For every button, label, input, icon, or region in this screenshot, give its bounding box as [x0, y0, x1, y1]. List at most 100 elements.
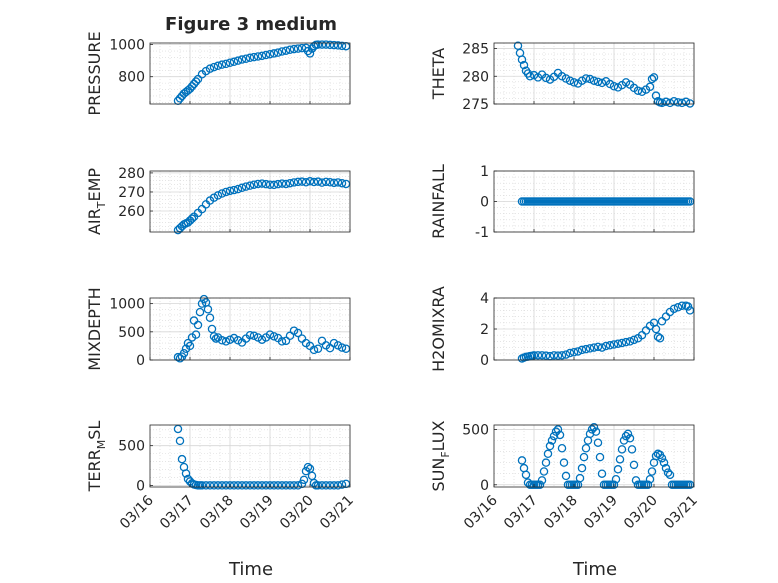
- axes-box: [149, 424, 351, 488]
- axes-box: [493, 424, 695, 488]
- data-point: [217, 481, 227, 490]
- data-point: [539, 467, 549, 476]
- subplot-3: 260 270 280 AIRTEMP: [85, 166, 351, 235]
- x-tick-label: 03/20: [277, 493, 317, 533]
- data-point: [285, 331, 295, 341]
- data-point: [337, 178, 347, 188]
- data-point: [519, 60, 529, 70]
- data-point: [525, 72, 535, 81]
- y-axis-label-main: SUN: [429, 458, 448, 492]
- data-point: [609, 480, 619, 490]
- y-tick-label: 280: [118, 166, 145, 182]
- data-point: [321, 481, 331, 490]
- data-point: [217, 189, 227, 198]
- data-point: [257, 179, 267, 188]
- y-tick-label: 0: [136, 478, 145, 494]
- data-point: [179, 348, 189, 358]
- data-point: [253, 179, 263, 189]
- data-point: [541, 73, 551, 83]
- data-point: [203, 305, 213, 314]
- data-point: [569, 78, 579, 87]
- data-point: [659, 458, 669, 467]
- data-point: [629, 460, 639, 470]
- data-point: [305, 49, 315, 58]
- data-point: [233, 56, 243, 65]
- y-axis-label-main: RAINFALL: [429, 164, 448, 239]
- data-point: [313, 177, 323, 186]
- data-point: [241, 481, 251, 490]
- data-point: [225, 186, 235, 196]
- data-point: [221, 481, 231, 490]
- data-point: [225, 481, 235, 490]
- data-point: [585, 344, 595, 353]
- data-point: [181, 469, 191, 478]
- data-point: [651, 91, 661, 100]
- data-point: [549, 351, 559, 360]
- data-point: [293, 481, 303, 490]
- data-point: [621, 337, 631, 347]
- data-point: [585, 74, 595, 84]
- data-point: [253, 481, 263, 490]
- y-tick-label: 800: [118, 70, 145, 86]
- data-point: [625, 337, 635, 346]
- data-point: [677, 98, 687, 108]
- data-point: [337, 480, 347, 489]
- data-point: [217, 60, 227, 69]
- data-point: [289, 178, 299, 187]
- data-point: [333, 481, 343, 490]
- y-axis-label: THETA: [429, 48, 448, 100]
- data-point: [593, 438, 603, 447]
- data-point: [277, 337, 287, 346]
- data-point: [517, 456, 527, 465]
- data-point: [265, 481, 275, 490]
- data-point: [329, 178, 339, 188]
- y-tick-label: 2: [480, 322, 489, 338]
- data-point: [293, 328, 303, 338]
- data-point: [617, 338, 627, 348]
- data-point: [187, 214, 197, 223]
- data-point: [213, 61, 223, 71]
- y-tick-label: 500: [118, 325, 145, 341]
- data-point: [533, 351, 543, 360]
- data-point: [281, 481, 291, 490]
- data-point: [273, 481, 283, 490]
- data-point: [209, 481, 219, 490]
- data-point: [609, 340, 619, 349]
- data-point: [313, 40, 323, 49]
- series-markers: [173, 40, 351, 106]
- series-markers: [173, 177, 351, 235]
- data-point: [655, 334, 665, 343]
- x-axis-label-left: Time: [228, 559, 273, 580]
- data-point: [289, 481, 299, 490]
- data-point: [653, 332, 663, 341]
- data-point: [285, 178, 295, 188]
- data-point: [221, 59, 231, 69]
- y-tick-label: 1: [480, 164, 489, 180]
- data-point: [589, 76, 599, 85]
- data-point: [309, 177, 319, 187]
- x-tick-label: 03/18: [197, 493, 237, 533]
- subplot-1: 800 1000 PRESSURE: [85, 31, 351, 116]
- data-point: [301, 177, 311, 187]
- y-axis-label-main: MIXDEPTH: [85, 287, 104, 370]
- x-tick-label: 03/18: [541, 493, 581, 533]
- data-point: [325, 40, 335, 50]
- series-markers: [517, 197, 695, 206]
- data-point: [581, 74, 591, 83]
- data-point: [257, 481, 267, 490]
- data-point: [665, 98, 675, 108]
- data-point: [611, 474, 621, 484]
- data-point: [625, 434, 635, 443]
- y-tick-label: 4: [480, 291, 489, 307]
- data-point: [281, 336, 291, 346]
- y-tick-label: 1000: [109, 38, 145, 54]
- data-point: [249, 180, 259, 189]
- data-point: [297, 177, 307, 186]
- data-point: [277, 481, 287, 490]
- y-axis-label-subscript: F: [439, 451, 452, 457]
- data-point: [669, 96, 679, 106]
- y-tick-label: 0: [136, 353, 145, 369]
- data-point: [241, 54, 251, 63]
- series-markers: [513, 41, 695, 108]
- data-point: [245, 181, 255, 190]
